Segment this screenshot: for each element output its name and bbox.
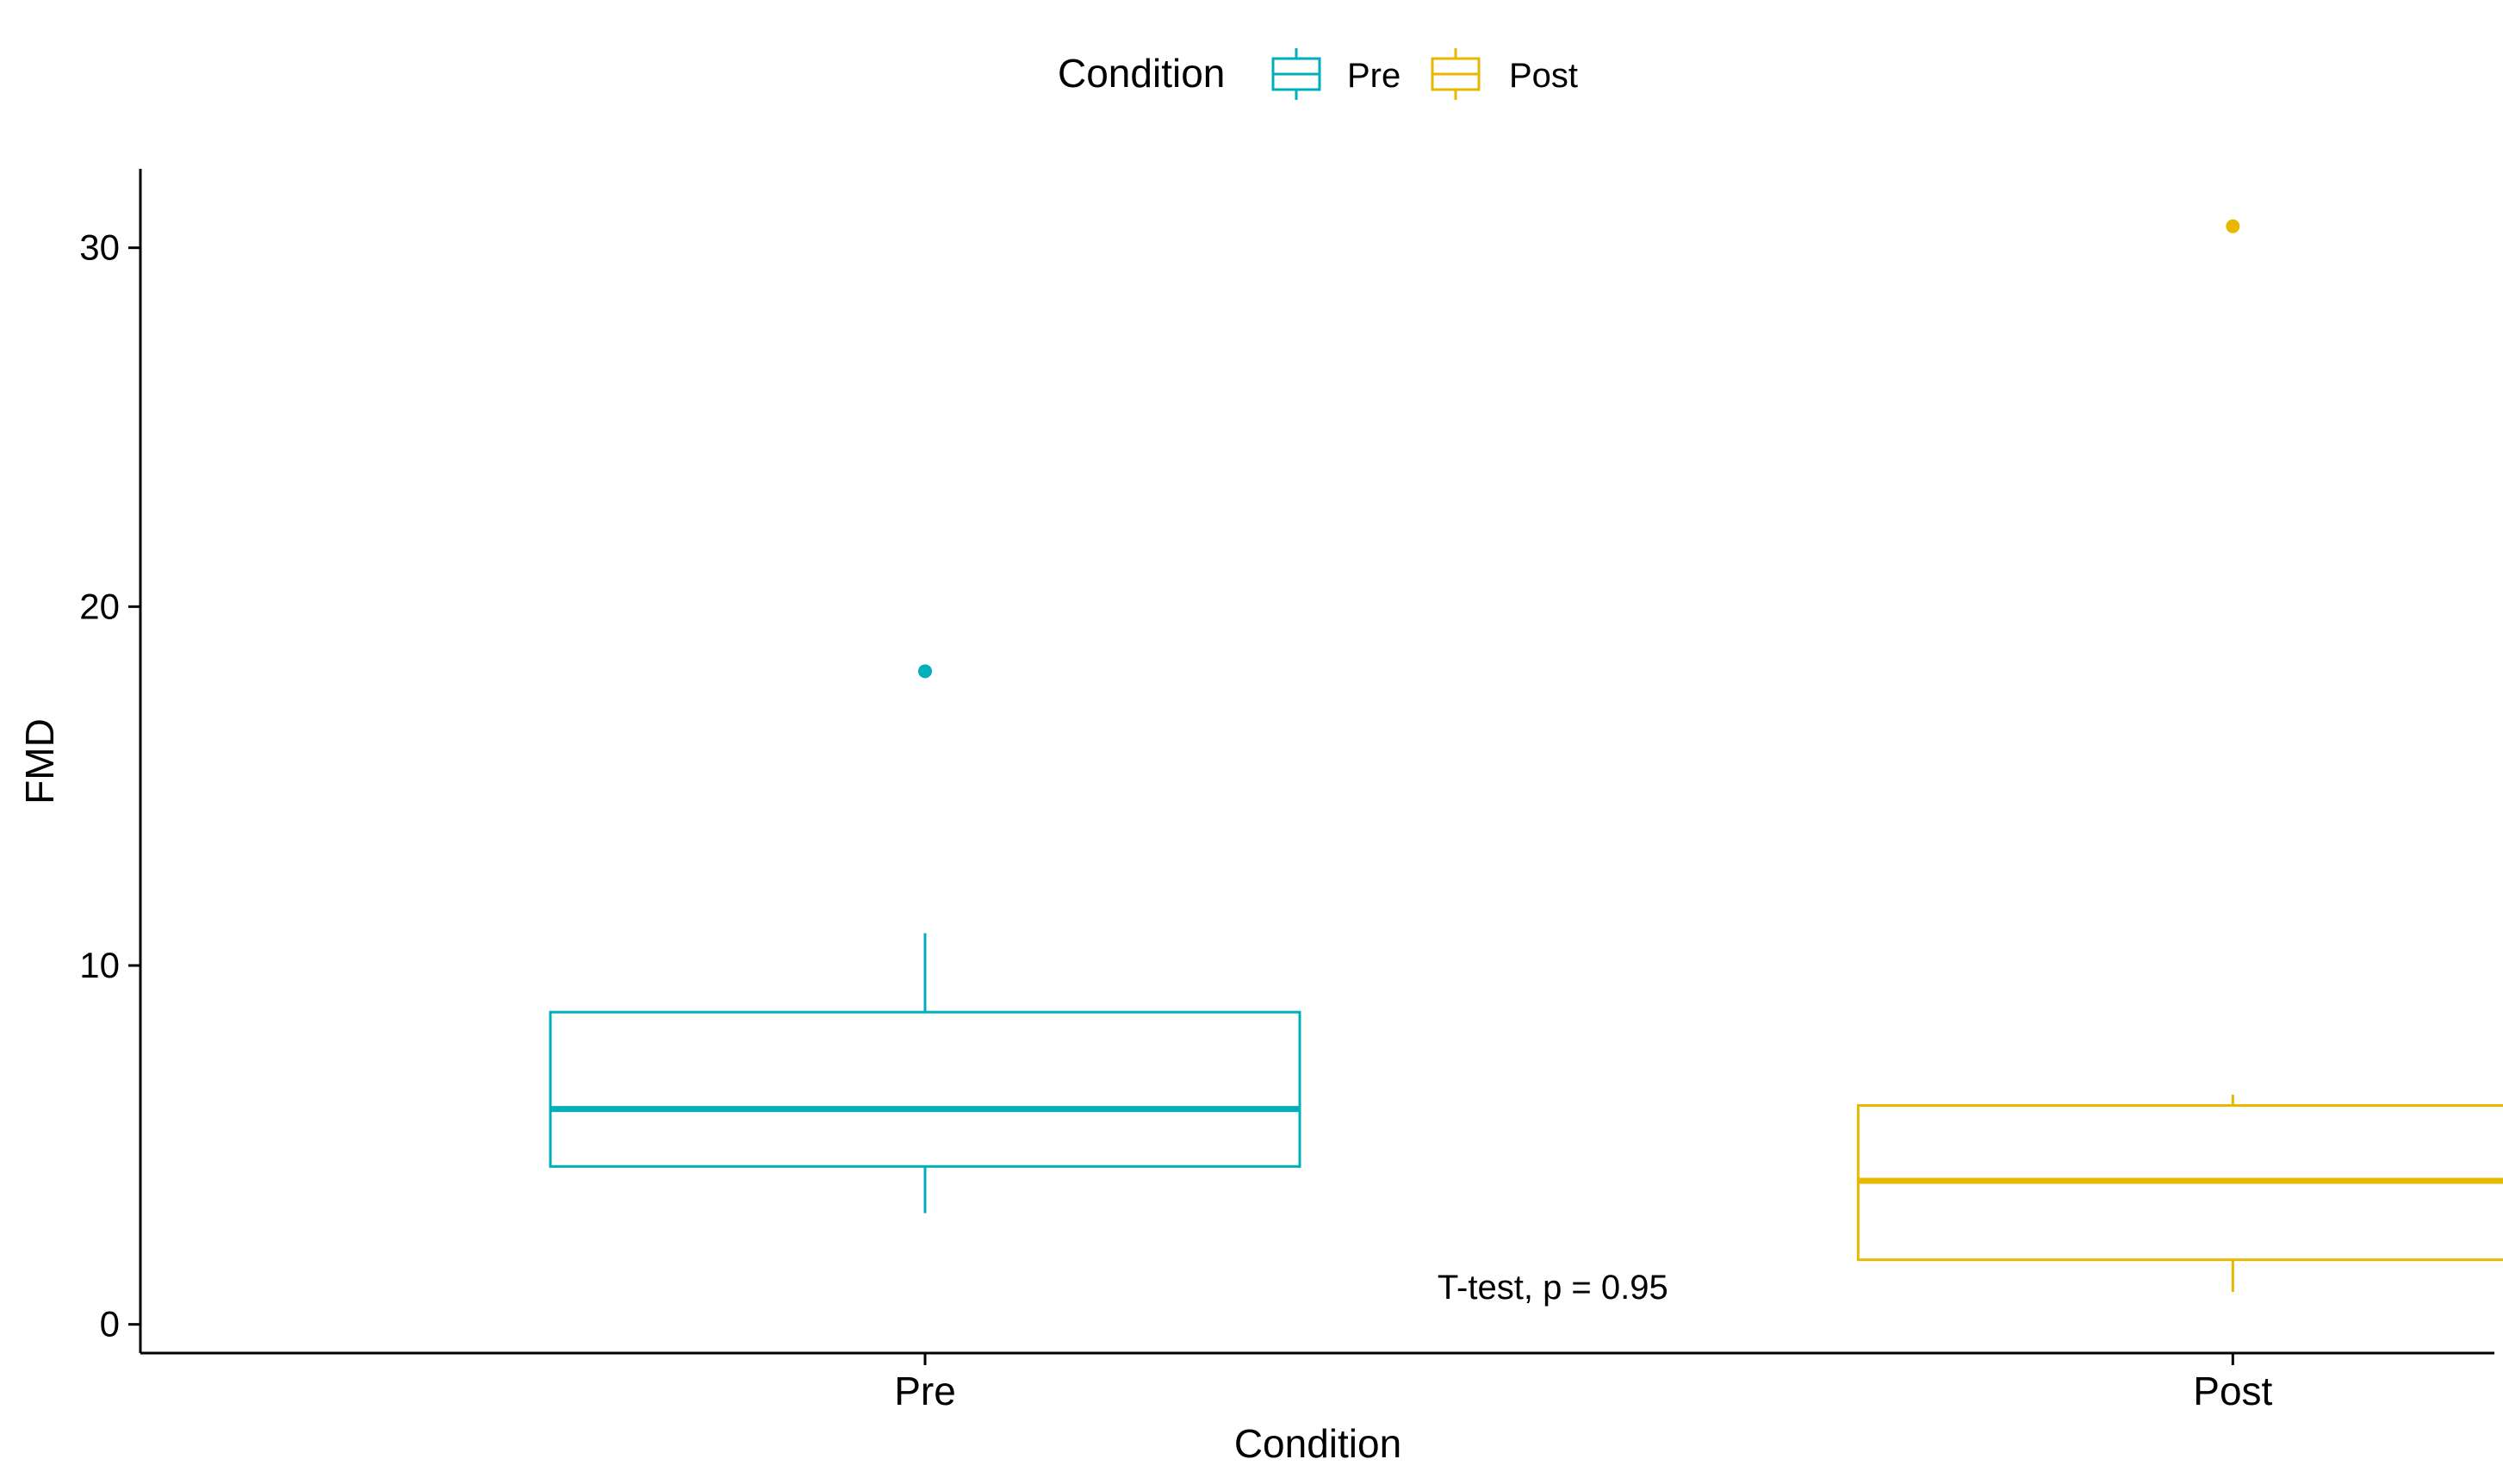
boxes <box>549 219 2503 1293</box>
y-tick-label: 20 <box>79 586 120 626</box>
t-test-annotation: T-test, p = 0.95 <box>1438 1269 1668 1307</box>
box-pre <box>549 664 1301 1214</box>
outlier-point <box>918 664 932 679</box>
y-tick-label: 0 <box>100 1304 120 1344</box>
box-post <box>1856 219 2503 1293</box>
legend: Condition Pre Post <box>1058 48 1578 100</box>
x-axis-title: Condition <box>1234 1421 1401 1466</box>
x-tick-label: Pre <box>894 1369 956 1413</box>
y-tick-label: 30 <box>79 227 120 268</box>
outlier-point <box>2226 219 2240 233</box>
y-axis-ticks: 0 10 20 30 <box>79 227 140 1344</box>
legend-label-pre: Pre <box>1347 57 1401 95</box>
legend-title: Condition <box>1058 51 1225 96</box>
y-axis-title: FMD <box>17 718 62 804</box>
iqr-box <box>549 1010 1301 1168</box>
y-tick-label: 10 <box>79 945 120 985</box>
legend-key-pre <box>1271 48 1321 100</box>
x-axis-ticks: Pre Post <box>894 1353 2273 1413</box>
x-tick-label: Post <box>2193 1369 2272 1413</box>
legend-key-post <box>1431 48 1481 100</box>
legend-label-post: Post <box>1509 57 1578 95</box>
